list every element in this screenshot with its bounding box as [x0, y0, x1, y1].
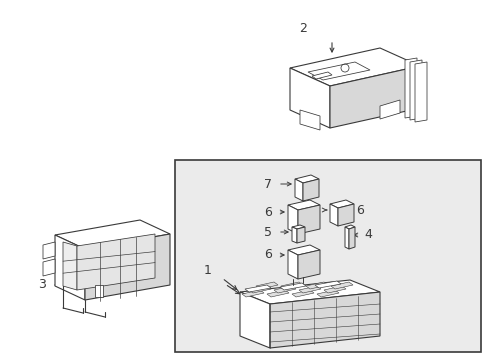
Polygon shape [281, 282, 303, 289]
Polygon shape [287, 245, 319, 255]
Polygon shape [297, 250, 319, 279]
Polygon shape [289, 48, 419, 86]
Polygon shape [330, 282, 352, 289]
Polygon shape [280, 283, 305, 290]
Polygon shape [294, 179, 303, 201]
Text: 5: 5 [264, 225, 271, 238]
Polygon shape [291, 290, 313, 297]
Polygon shape [311, 72, 331, 79]
Polygon shape [298, 286, 320, 293]
Polygon shape [307, 62, 369, 80]
Polygon shape [43, 259, 55, 276]
Polygon shape [240, 280, 379, 304]
Polygon shape [242, 290, 264, 297]
Bar [175, 160, 480, 352]
Polygon shape [303, 179, 318, 201]
Polygon shape [244, 285, 270, 292]
Polygon shape [266, 290, 288, 297]
Polygon shape [329, 200, 353, 208]
Polygon shape [55, 235, 85, 300]
Polygon shape [287, 205, 297, 234]
Bar [95, 285, 103, 297]
Polygon shape [404, 58, 416, 118]
Polygon shape [287, 250, 297, 279]
Polygon shape [345, 227, 348, 249]
Text: 3: 3 [38, 279, 46, 292]
Polygon shape [269, 292, 379, 348]
Polygon shape [314, 281, 340, 288]
Text: 6: 6 [264, 248, 271, 261]
Polygon shape [294, 175, 318, 183]
Text: 1: 1 [203, 264, 211, 276]
Polygon shape [379, 100, 399, 119]
Polygon shape [348, 227, 354, 249]
Polygon shape [329, 204, 337, 226]
Polygon shape [43, 242, 55, 259]
Polygon shape [289, 68, 329, 128]
Text: 6: 6 [355, 203, 363, 216]
Polygon shape [248, 286, 270, 293]
Polygon shape [256, 282, 278, 289]
Polygon shape [55, 220, 170, 249]
Polygon shape [316, 290, 338, 297]
Polygon shape [287, 200, 319, 210]
Polygon shape [414, 62, 426, 122]
Polygon shape [305, 282, 327, 289]
Polygon shape [291, 225, 305, 229]
Text: 6: 6 [264, 206, 271, 219]
Polygon shape [337, 204, 353, 226]
Text: 2: 2 [299, 22, 306, 35]
Text: 7: 7 [264, 177, 271, 190]
Polygon shape [77, 234, 155, 290]
Polygon shape [291, 227, 296, 243]
Polygon shape [85, 234, 170, 300]
Polygon shape [273, 286, 295, 293]
Polygon shape [345, 225, 354, 229]
Polygon shape [297, 205, 319, 234]
Polygon shape [324, 286, 346, 293]
Polygon shape [240, 292, 269, 348]
Polygon shape [329, 66, 419, 128]
Polygon shape [409, 60, 421, 120]
Polygon shape [299, 110, 319, 130]
Polygon shape [63, 242, 77, 290]
Text: 4: 4 [364, 229, 371, 242]
Polygon shape [296, 227, 305, 243]
